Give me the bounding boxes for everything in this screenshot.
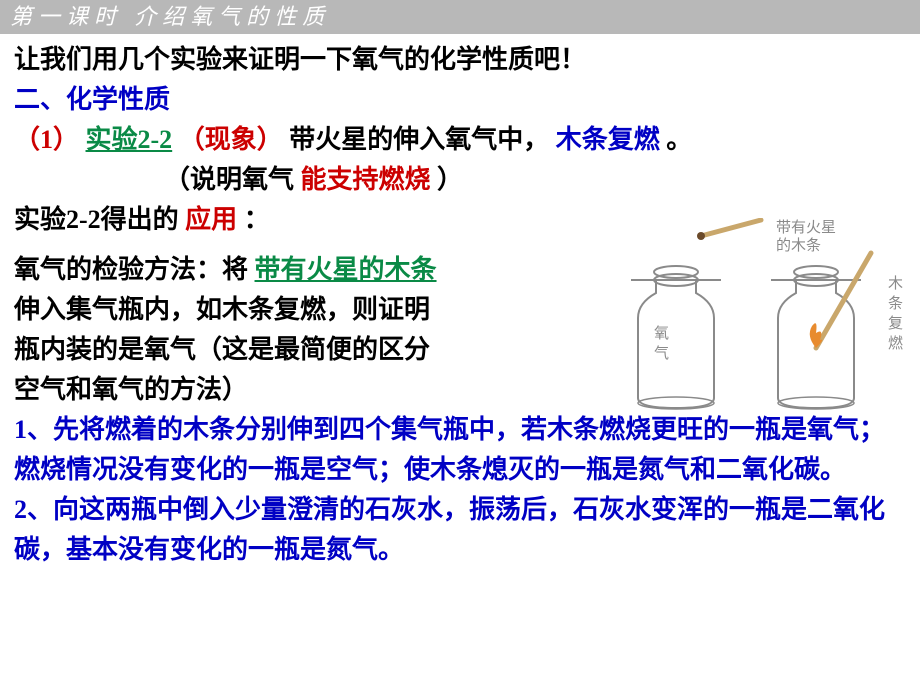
label-top-2: 的木条 — [776, 237, 821, 254]
label-r3: 复 — [888, 314, 903, 332]
section-heading: 二、化学性质 — [14, 80, 906, 120]
label-r1: 木 — [888, 275, 903, 292]
bullet-paren: （现象） — [179, 125, 283, 154]
label-r2: 条 — [888, 295, 903, 312]
bottle-right — [771, 253, 871, 409]
method-line-1: 氧气的检验方法：将 带有火星的木条 — [14, 250, 574, 290]
derive-b: 应用 — [185, 205, 237, 234]
method-line-2: 伸入集气瓶内，如木条复燃，则证明 — [14, 290, 574, 330]
bullet-tail: 木条复燃 — [556, 125, 660, 154]
diagram-svg: 带有火星 的木条 木 条 复 燃 氧 气 — [606, 218, 906, 418]
paragraph-2: 2、向这两瓶中倒入少量澄清的石灰水，振荡后，石灰水变浑的一瓶是二氧化碳，基本没有… — [14, 490, 906, 570]
bullet-period: 。 — [666, 125, 692, 154]
method-a: 氧气的检验方法：将 — [14, 255, 248, 284]
derive-a: 实验2-2得出的 — [14, 205, 179, 234]
explain-line: （说明氧气 能支持燃烧 ） — [14, 160, 906, 200]
slide-content: 让我们用几个实验来证明一下氧气的化学性质吧！ 二、化学性质 （1） 实验2-2 … — [0, 34, 920, 570]
explain-open: （说明氧气 — [164, 165, 294, 194]
label-r4: 燃 — [888, 334, 903, 352]
label-top-1: 带有火星 — [776, 219, 836, 236]
bullet-num: （1） — [14, 125, 79, 154]
label-o1: 氧 — [654, 325, 669, 342]
method-line-3: 瓶内装的是氧气（这是最简便的区分 — [14, 330, 574, 370]
explain-red: 能支持燃烧 — [301, 165, 431, 194]
method-line-4: 空气和氧气的方法） — [14, 370, 574, 410]
method-link[interactable]: 带有火星的木条 — [255, 255, 437, 284]
bullet-1: （1） 实验2-2 （现象） 带火星的伸入氧气中， 木条复燃 。 — [14, 120, 906, 160]
label-o2: 气 — [654, 345, 669, 362]
bottle-left — [631, 220, 761, 409]
experiment-link[interactable]: 实验2-2 — [86, 125, 173, 154]
explain-close: ） — [437, 165, 463, 194]
experiment-diagram: 带有火星 的木条 木 条 复 燃 氧 气 — [606, 218, 906, 418]
paragraph-1: 1、先将燃着的木条分别伸到四个集气瓶中，若木条燃烧更旺的一瓶是氧气；燃烧情况没有… — [14, 410, 906, 490]
title-bar: 第一课时 介绍氧气的性质 — [0, 0, 920, 34]
bullet-body: 带火星的伸入氧气中， — [289, 125, 549, 154]
derive-c: ： — [244, 205, 270, 234]
intro-line: 让我们用几个实验来证明一下氧气的化学性质吧！ — [14, 40, 906, 80]
